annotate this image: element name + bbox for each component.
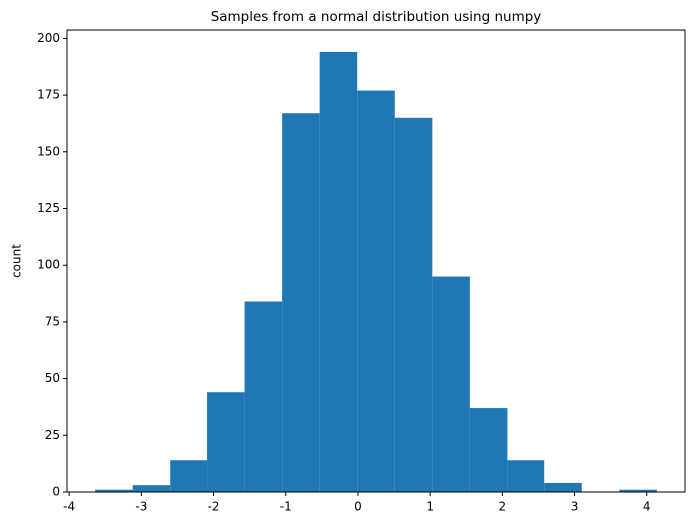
bar (282, 113, 320, 492)
x-tick-label: 0 (354, 500, 362, 514)
y-tick-label: 75 (45, 314, 60, 328)
bar (432, 276, 470, 492)
y-tick-label: 25 (45, 428, 60, 442)
x-tick-label: -1 (280, 500, 292, 514)
bar (619, 489, 657, 492)
bar (132, 485, 171, 492)
bar (95, 489, 133, 492)
y-tick-label: 150 (37, 144, 60, 158)
y-tick-label: 100 (37, 258, 60, 272)
plot-frame (66, 29, 686, 493)
x-tick-label: -2 (208, 500, 220, 514)
bar (207, 392, 245, 492)
bar (244, 301, 283, 492)
y-tick-label: 125 (37, 201, 60, 215)
y-tick-label: 50 (45, 371, 60, 385)
chart-title: Samples from a normal distribution using… (211, 9, 542, 25)
bar (357, 90, 395, 492)
y-tick-label: 200 (37, 31, 60, 45)
x-tick-label: 2 (499, 500, 507, 514)
y-tick-label: 175 (37, 88, 60, 102)
x-tick-label: 1 (426, 500, 434, 514)
y-axis-label: count (10, 244, 24, 278)
bar (394, 117, 433, 492)
x-tick-label: 3 (571, 500, 579, 514)
bar (319, 52, 358, 492)
x-tick-label: 4 (643, 500, 651, 514)
x-tick-label: -3 (135, 500, 147, 514)
bar (170, 460, 208, 492)
x-tick-label: -4 (63, 500, 75, 514)
y-tick-label: 0 (52, 485, 60, 499)
bar (507, 460, 545, 492)
bar (469, 408, 508, 492)
bar (544, 482, 582, 492)
